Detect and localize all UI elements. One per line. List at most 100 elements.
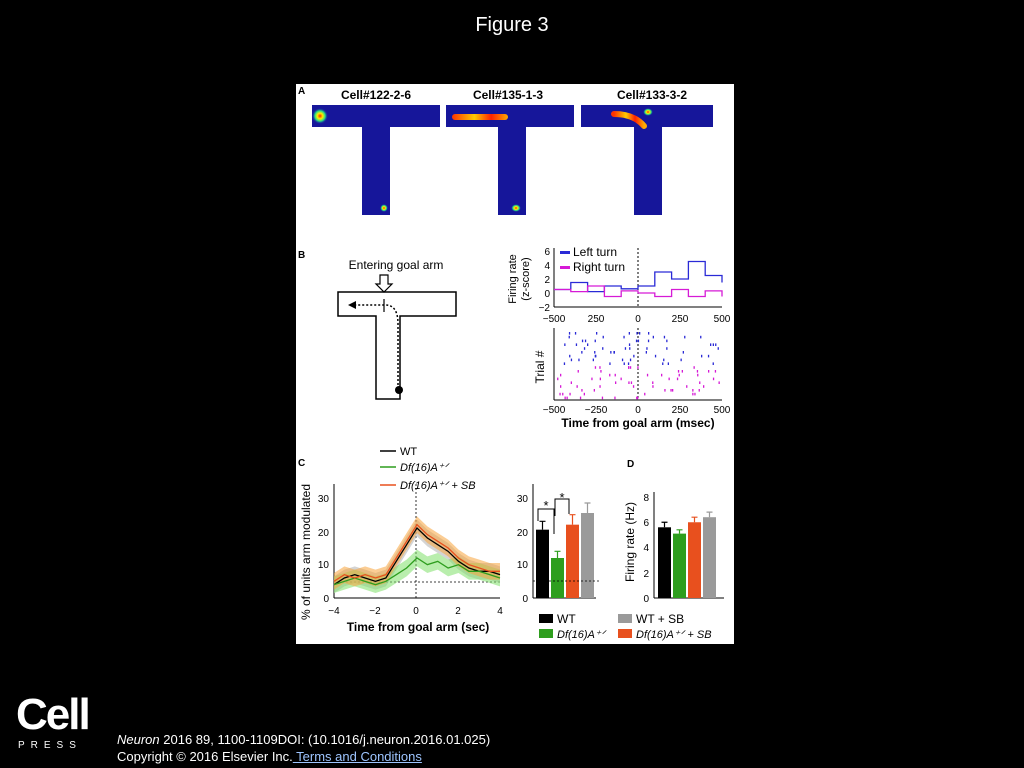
peth-xtick-2: 250: [588, 314, 605, 325]
raster-spike: [592, 358, 594, 362]
raster-spike: [701, 354, 703, 358]
terms-link[interactable]: Terms and Conditions: [292, 749, 422, 764]
raster-ylabel: Trial #: [533, 350, 547, 383]
raster-spike: [630, 381, 633, 384]
peth-ylabel-2: (z-score): [520, 257, 532, 300]
raster-spike: [645, 351, 647, 354]
bar: [688, 522, 701, 598]
bar-c-ytick-20: 20: [517, 528, 529, 539]
raster-spike: [578, 358, 580, 362]
raster-spike: [694, 392, 696, 396]
raster-spike: [664, 389, 666, 392]
peth-right-turn-line: [554, 285, 723, 298]
bar-d-ytick-8: 8: [643, 493, 649, 504]
raster-spike: [559, 392, 561, 396]
bar: [581, 513, 594, 598]
place-field-heatmap-2: [446, 105, 574, 215]
bar-legend-wt-sb: WT + SB: [636, 612, 684, 626]
panel-a-cell-2: Cell#135-1-3: [473, 88, 543, 102]
raster-spike: [602, 335, 604, 339]
raster-spike: [581, 389, 583, 392]
bar-legend: WT WT + SB Df(16)A⁺ᐟ Df(16)A⁺ᐟ + SB: [539, 612, 712, 641]
raster-spike: [557, 377, 559, 381]
firing-rate-ylabel: Firing rate (Hz): [623, 502, 637, 582]
raster-spike: [620, 377, 622, 381]
raster-spike: [609, 373, 611, 377]
raster-spike: [681, 370, 683, 373]
raster-spike: [628, 366, 630, 369]
raster-spike: [663, 358, 665, 362]
raster-spike: [614, 396, 616, 400]
raster-spike: [699, 381, 701, 384]
raster-spike: [636, 396, 638, 400]
raster-spike: [599, 377, 601, 381]
raster-spike: [712, 377, 715, 381]
citation-copyright: Copyright © 2016 Elsevier Inc.: [117, 749, 293, 764]
raster-spike: [569, 354, 571, 358]
bar-d-ytick-4: 4: [643, 543, 649, 554]
raster-spike: [680, 358, 682, 362]
raster-spike: [635, 339, 638, 343]
raster-spike: [668, 377, 670, 381]
error-bar: [539, 520, 546, 530]
bar: [703, 517, 716, 598]
raster-spike: [692, 392, 694, 396]
peth-ytick-6: 6: [544, 247, 550, 258]
raster-spike: [599, 385, 601, 388]
raster-spike: [666, 347, 668, 350]
raster-spike: [710, 343, 712, 346]
raster-spike: [610, 351, 612, 354]
legend-df-sb: Df(16)A⁺ᐟ + SB: [400, 480, 476, 492]
error-bar: [554, 550, 561, 558]
raster-spike: [652, 385, 654, 388]
maze-caption: Entering goal arm: [349, 258, 444, 272]
raster-xtick-2: −250: [585, 405, 608, 416]
start-dot: [395, 386, 403, 394]
place-field-heatmap-3: [581, 105, 713, 215]
bar: [566, 524, 579, 598]
peth-ytick-m2: −2: [539, 303, 551, 314]
peth-xtick-5: 500: [714, 314, 731, 325]
raster-spike: [568, 332, 571, 335]
raster-spike: [636, 332, 638, 335]
bar-c-ytick-30: 30: [517, 494, 529, 505]
raster-spike: [686, 385, 688, 388]
panel-c-legend: WT Df(16)A⁺ᐟ Df(16)A⁺ᐟ + SB: [380, 446, 476, 492]
raster-spike: [637, 339, 640, 343]
error-bar: [691, 516, 698, 523]
error-bar: [676, 529, 683, 534]
significance-star-1: *: [543, 498, 548, 513]
raster-spike: [569, 392, 571, 396]
timecourse-xtick-5: 4: [497, 606, 503, 617]
peth-xtick-4: 250: [672, 314, 689, 325]
raster-spike: [670, 389, 672, 392]
raster-spike: [575, 343, 578, 346]
raster-spike: [672, 389, 674, 392]
raster-spike: [717, 347, 719, 350]
raster-spike: [696, 370, 699, 373]
raster-spike: [574, 332, 577, 335]
bar: [658, 527, 671, 598]
bar-d-ytick-2: 2: [643, 569, 649, 580]
raster-spike: [594, 351, 596, 354]
logo-word: Cell: [16, 690, 91, 739]
raster-spike: [718, 381, 720, 384]
raster-spike: [587, 343, 589, 346]
raster-spike: [564, 343, 566, 346]
figure-panel: A Cell#122-2-6 Cell#135-1-3 Cell#133-3-2…: [296, 84, 734, 644]
raster-spike: [564, 396, 566, 400]
raster-spike: [602, 347, 604, 350]
timecourse-wt-line: [333, 526, 501, 586]
significance-star-2: *: [559, 490, 564, 505]
timecourse-xtick-1: −4: [328, 606, 340, 617]
raster-spike: [570, 358, 573, 362]
raster-spike: [615, 381, 617, 384]
raster-spike: [629, 347, 631, 350]
raster-spike: [693, 366, 695, 369]
bar-legend-df-sb: Df(16)A⁺ᐟ + SB: [636, 629, 712, 641]
timecourse-xtick-2: −2: [369, 606, 381, 617]
panel-a-cell-1: Cell#122-2-6: [341, 88, 411, 102]
raster-spike: [639, 332, 641, 335]
raster-xtick-1: −500: [543, 405, 566, 416]
legend-df: Df(16)A⁺ᐟ: [400, 462, 450, 474]
